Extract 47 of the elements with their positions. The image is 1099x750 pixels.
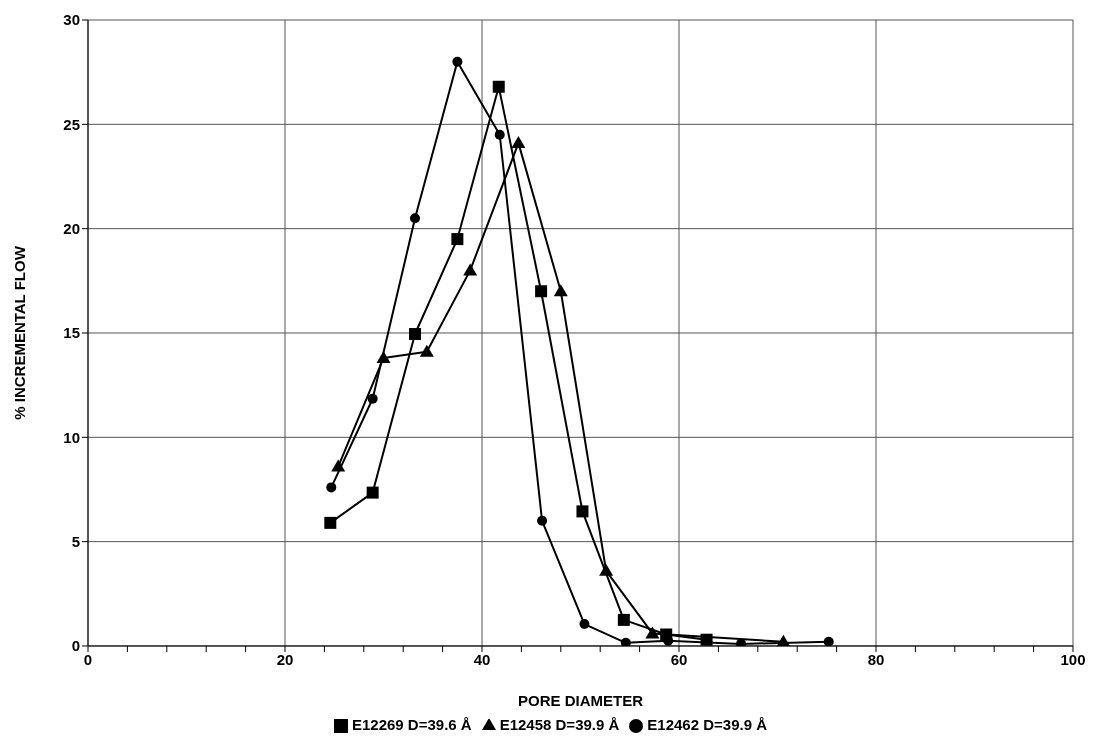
point bbox=[419, 344, 434, 357]
x-axis-title: PORE DIAMETER bbox=[517, 691, 644, 709]
y-tick-label: 10 bbox=[63, 428, 80, 446]
point bbox=[463, 263, 478, 276]
y-tick-label: 30 bbox=[63, 11, 80, 29]
point bbox=[451, 233, 464, 246]
y-axis-title: % INCREMENTAL FLOW bbox=[11, 245, 29, 420]
point bbox=[376, 351, 391, 364]
y-tick-label: 5 bbox=[71, 532, 80, 550]
point bbox=[620, 637, 631, 646]
x-tick-label: 40 bbox=[473, 650, 491, 668]
x-tick-label: 80 bbox=[867, 650, 885, 668]
point bbox=[331, 459, 346, 472]
point bbox=[553, 284, 568, 297]
point bbox=[367, 393, 378, 404]
point bbox=[494, 129, 505, 140]
point bbox=[645, 626, 660, 639]
point bbox=[599, 563, 614, 576]
point bbox=[511, 136, 526, 149]
point bbox=[579, 619, 590, 630]
legend-label: E12458 D=39.9 Å bbox=[499, 715, 620, 733]
y-tick-label: 25 bbox=[63, 115, 80, 133]
y-tick-label: 20 bbox=[63, 219, 80, 237]
legend-label: E12269 D=39.6 Å bbox=[351, 715, 472, 733]
point bbox=[326, 482, 337, 493]
point bbox=[736, 638, 747, 646]
y-tick-label: 15 bbox=[63, 324, 80, 342]
point bbox=[576, 505, 589, 518]
point bbox=[776, 634, 791, 646]
point bbox=[492, 80, 505, 93]
point bbox=[452, 56, 463, 67]
point bbox=[535, 285, 548, 298]
point bbox=[537, 515, 548, 526]
point bbox=[324, 516, 337, 529]
x-tick-label: 60 bbox=[670, 650, 688, 668]
x-tick-label: 0 bbox=[83, 650, 93, 668]
point bbox=[617, 613, 630, 626]
point bbox=[660, 628, 673, 641]
legend-label: E12462 D=39.9 Å bbox=[647, 715, 767, 733]
point bbox=[700, 633, 713, 646]
x-tick-label: 100 bbox=[1060, 650, 1086, 668]
x-tick-label: 20 bbox=[276, 650, 294, 668]
point bbox=[409, 328, 422, 341]
y-tick-label: 0 bbox=[71, 637, 80, 655]
point bbox=[823, 636, 834, 646]
point bbox=[410, 213, 421, 224]
point bbox=[366, 486, 379, 499]
